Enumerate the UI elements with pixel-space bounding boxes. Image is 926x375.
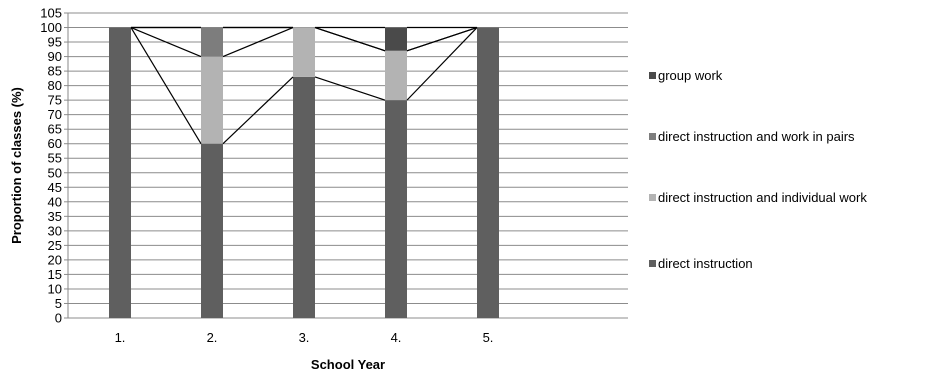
y-tick-label: 55	[48, 151, 62, 166]
y-tick-label: 60	[48, 136, 62, 151]
x-axis-ticks: 1. 2. 3. 4. 5.	[115, 330, 494, 345]
bar-segment	[293, 27, 315, 77]
y-tick-label: 90	[48, 49, 62, 64]
x-tick-label: 3.	[299, 330, 310, 345]
legend-swatch	[649, 72, 656, 79]
y-tick-label: 65	[48, 122, 62, 137]
x-tick-label: 2.	[207, 330, 218, 345]
bar-segment	[385, 27, 407, 51]
legend-swatch	[649, 194, 656, 201]
y-tick-label: 105	[40, 6, 62, 21]
y-tick-label: 45	[48, 180, 62, 195]
legend-swatch	[649, 133, 656, 140]
bar-segment	[201, 143, 223, 318]
gridlines	[68, 12, 628, 319]
series-line	[314, 26, 386, 52]
series-lines	[130, 26, 478, 145]
legend-label: direct instruction	[658, 256, 753, 271]
legend: group work direct instruction and work in…	[649, 68, 867, 271]
y-tick-label: 10	[48, 281, 62, 296]
y-tick-label: 70	[48, 107, 62, 122]
y-tick-label: 85	[48, 64, 62, 79]
legend-swatch	[649, 260, 656, 267]
y-tick-label: 40	[48, 194, 62, 209]
series-line	[314, 76, 386, 101]
x-axis-title: School Year	[311, 357, 385, 372]
y-tick-label: 0	[55, 311, 62, 326]
y-tick-label: 75	[48, 93, 62, 108]
bar-segment	[293, 76, 315, 319]
series-line	[406, 26, 478, 52]
bar-segment	[385, 50, 407, 101]
legend-label: group work	[658, 68, 723, 83]
bar-segment	[385, 100, 407, 319]
y-tick-label: 20	[48, 252, 62, 267]
x-tick-label: 5.	[483, 330, 494, 345]
y-tick-label: 100	[40, 20, 62, 35]
x-tick-label: 1.	[115, 330, 126, 345]
y-tick-label: 80	[48, 78, 62, 93]
series-line	[130, 26, 202, 58]
y-tick-label: 50	[48, 165, 62, 180]
bar-segment	[201, 27, 223, 57]
legend-label: direct instruction and work in pairs	[658, 129, 855, 144]
y-tick-label: 5	[55, 296, 62, 311]
series-line	[222, 76, 294, 145]
bar-segment	[109, 27, 131, 319]
y-axis-ticks: 0510152025303540455055606570758085909510…	[40, 6, 68, 326]
bar-segment	[477, 27, 499, 319]
bars	[109, 27, 499, 319]
y-tick-label: 15	[48, 267, 62, 282]
y-axis-title: Proportion of classes (%)	[9, 87, 24, 244]
x-tick-label: 4.	[391, 330, 402, 345]
y-tick-label: 30	[48, 223, 62, 238]
series-line	[406, 27, 478, 101]
series-line	[130, 27, 202, 145]
y-tick-label: 25	[48, 238, 62, 253]
y-tick-label: 95	[48, 35, 62, 50]
bar-segment	[201, 56, 223, 144]
y-tick-label: 35	[48, 209, 62, 224]
series-line	[222, 26, 294, 58]
legend-label: direct instruction and individual work	[658, 190, 867, 205]
